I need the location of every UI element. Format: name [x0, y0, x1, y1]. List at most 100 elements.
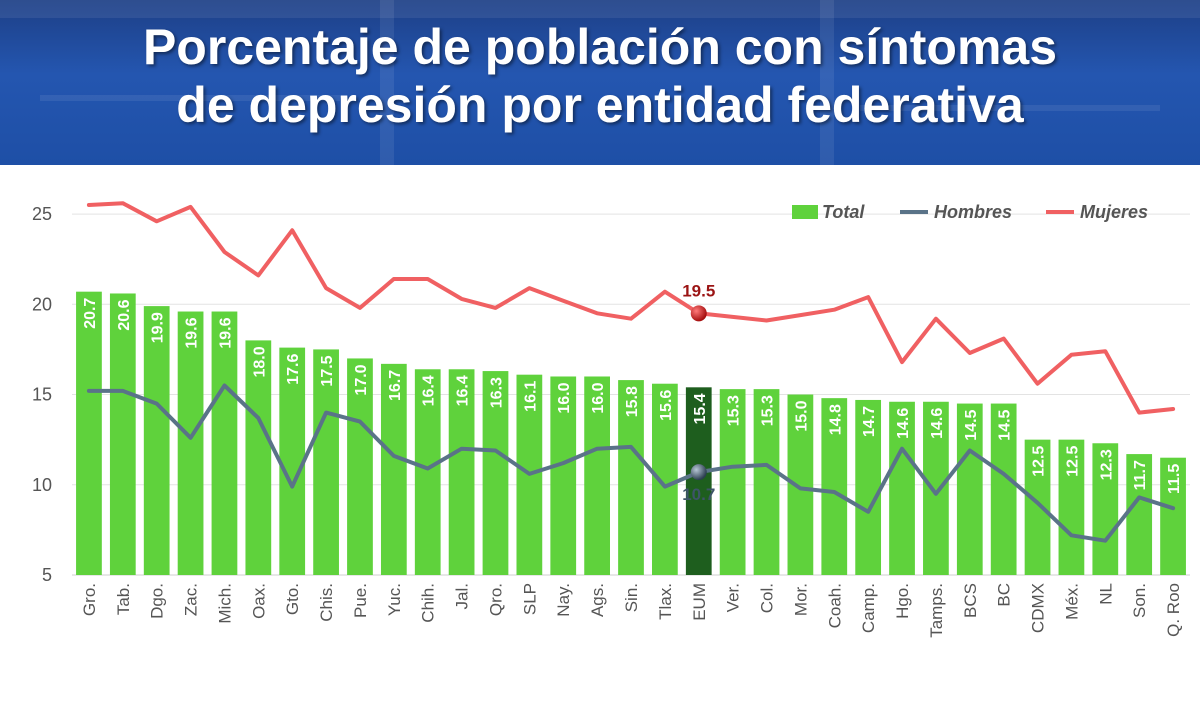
- highlight-point: [690, 305, 707, 322]
- x-tick-label: Hgo.: [893, 583, 912, 619]
- x-tick-label: Zac.: [182, 583, 201, 616]
- legend-swatch: [792, 205, 818, 219]
- x-tick-label: EUM: [690, 583, 709, 621]
- bar-label: 15.3: [726, 395, 743, 426]
- bar-label: 20.6: [116, 299, 133, 330]
- bar-Méx.: [1058, 439, 1085, 575]
- bar-label: 15.0: [793, 400, 810, 431]
- bar-Ags.: [584, 376, 610, 575]
- bars-total: [76, 291, 1186, 575]
- x-tick-label: Ver.: [724, 583, 743, 612]
- title-banner: Porcentaje de población con síntomas de …: [0, 0, 1200, 165]
- x-tick-label: Gro.: [80, 583, 99, 616]
- bar-Son.: [1126, 454, 1153, 575]
- depression-chart: 5 10 15 20 25 20.7 20.6 19.9 19.6 19.6 18.0 17.6 17…: [32, 201, 1190, 638]
- bar-label: 17.5: [319, 355, 336, 386]
- bar-label: 16.4: [455, 375, 472, 406]
- bar-Dgo.: [143, 306, 170, 575]
- bar-label: 14.6: [929, 408, 946, 439]
- x-tick-label: Jal.: [453, 583, 472, 609]
- bar-label: 20.7: [82, 298, 99, 329]
- bar-label: 16.7: [387, 370, 404, 401]
- x-axis: Gro. Tab. Dgo. Zac. Mich. Oax. Gto. Chis. Pue. Yu…: [80, 583, 1183, 638]
- bar-Tab.: [109, 293, 136, 575]
- bar-Jal.: [448, 369, 475, 575]
- annotation-label: 19.5: [682, 281, 715, 300]
- legend-label: Total: [822, 202, 865, 222]
- bar-Yuc.: [380, 363, 407, 575]
- y-tick-label: 15: [32, 385, 52, 405]
- line-hombres: [86, 383, 1176, 543]
- x-tick-label: Son.: [1130, 583, 1149, 618]
- bar-NL: [1092, 443, 1119, 575]
- bar-Qro.: [482, 371, 509, 575]
- bar-Nay.: [550, 376, 577, 575]
- bar-label: 19.9: [150, 312, 167, 343]
- bar-label: 16.3: [488, 377, 505, 408]
- bar-label: 11.7: [1132, 460, 1149, 490]
- bar-label: 16.0: [590, 382, 607, 413]
- bar-label: 15.3: [760, 395, 777, 426]
- bar-label: 15.4: [692, 393, 709, 424]
- bar-Zac.: [177, 311, 204, 575]
- bar-label: 12.5: [1064, 446, 1081, 477]
- bar-label: 16.1: [522, 381, 539, 412]
- bar-label: 14.5: [997, 409, 1014, 440]
- x-tick-label: Tamps.: [927, 583, 946, 638]
- legend-label: Hombres: [934, 202, 1012, 222]
- bar-Camp.: [855, 399, 882, 575]
- bar-Oax.: [245, 340, 272, 575]
- x-tick-label: Tab.: [114, 583, 133, 615]
- bar-Col.: [753, 389, 780, 575]
- x-tick-label: CDMX: [1029, 583, 1048, 633]
- title-line-1: Porcentaje de población con síntomas: [142, 19, 1058, 75]
- line-mujeres: [86, 201, 1176, 415]
- annotation-label: 10.7: [682, 485, 715, 504]
- x-tick-label: Col.: [758, 583, 777, 613]
- bar-label: 11.5: [1166, 464, 1183, 494]
- bar-CDMX: [1024, 439, 1051, 575]
- x-tick-label: BCS: [961, 583, 980, 618]
- bar-label: 12.3: [1098, 449, 1115, 480]
- x-tick-label: Chih.: [419, 583, 438, 623]
- bar-label: 14.5: [963, 409, 980, 440]
- bar-labels: 20.7 20.6 19.9 19.6 19.6 18.0 17.6 17.5 17.0 16.7…: [82, 298, 1183, 494]
- bar-Ver.: [719, 389, 746, 575]
- bar-label: 19.6: [217, 317, 234, 348]
- bar-label: 17.0: [353, 364, 370, 395]
- bar-label: 14.8: [827, 404, 844, 435]
- bar-label: 16.4: [421, 375, 438, 406]
- x-tick-label: NL: [1096, 583, 1115, 605]
- x-tick-label: BC: [995, 583, 1014, 607]
- x-tick-label: Gto.: [283, 583, 302, 615]
- bar-BCS: [956, 403, 983, 575]
- legend-label: Mujeres: [1080, 202, 1148, 222]
- x-tick-label: Yuc.: [385, 583, 404, 616]
- page-title: Porcentaje de población con síntomas de …: [0, 18, 1200, 134]
- x-tick-label: Coah.: [825, 583, 844, 628]
- x-tick-label: Camp.: [859, 583, 878, 633]
- x-tick-label: Mich.: [215, 583, 234, 624]
- x-tick-label: Chis.: [317, 583, 336, 622]
- x-tick-label: Mor.: [791, 583, 810, 616]
- bar-label: 18.0: [251, 346, 268, 377]
- bar-Sin.: [618, 380, 644, 575]
- bar-BC: [990, 403, 1017, 575]
- x-tick-label: Méx.: [1062, 583, 1081, 620]
- bar-EUM: [685, 387, 712, 575]
- x-tick-label: Q. Roo: [1164, 583, 1183, 637]
- bar-label: 17.6: [285, 354, 302, 385]
- y-tick-label: 10: [32, 475, 52, 495]
- x-tick-label: Qro.: [486, 583, 505, 616]
- bar-Coah.: [821, 398, 848, 575]
- x-tick-label: Oax.: [249, 583, 268, 619]
- bar-Chis.: [313, 349, 339, 575]
- x-tick-label: Tlax.: [656, 583, 675, 620]
- lines: [86, 201, 1176, 543]
- bar-label: 14.7: [861, 406, 878, 437]
- x-tick-label: Ags.: [588, 583, 607, 617]
- bar-Hgo.: [889, 401, 915, 575]
- y-axis: 5 10 15 20 25: [32, 204, 52, 585]
- x-tick-label: Nay.: [554, 583, 573, 617]
- y-tick-label: 20: [32, 294, 52, 314]
